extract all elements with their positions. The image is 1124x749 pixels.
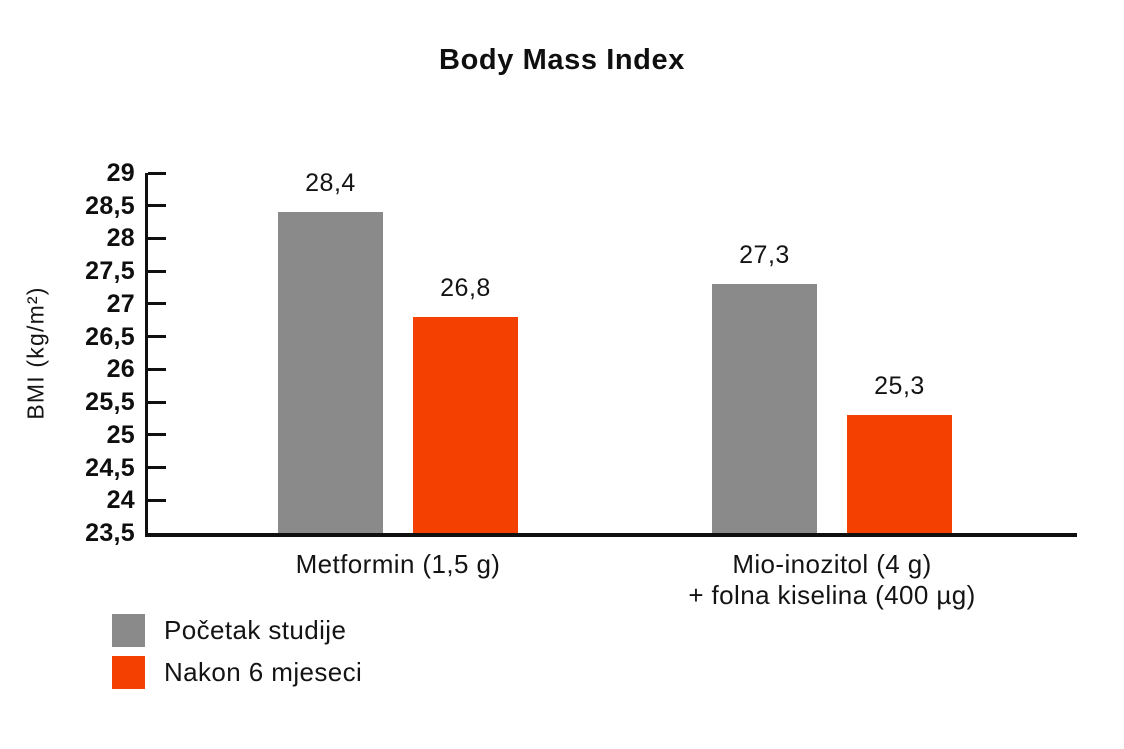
- chart-title: Body Mass Index: [439, 44, 685, 76]
- bar-series2-cat1: [413, 317, 518, 533]
- y-tick-label: 23,5: [85, 519, 135, 547]
- y-tick-mark: [148, 498, 166, 502]
- legend-swatch: [112, 614, 145, 647]
- y-tick-mark: [148, 400, 166, 404]
- category-label-line: Metformin (1,5 g): [295, 549, 501, 579]
- bar-value-label: 28,4: [305, 169, 356, 198]
- legend-label: Nakon 6 mjeseci: [164, 657, 363, 687]
- y-tick-label: 26: [106, 355, 135, 384]
- category-label: Mio-inozitol (4 g) + folna kiselina (400 …: [582, 549, 1082, 611]
- y-tick-label: 24,5: [85, 453, 135, 482]
- y-tick-label: 25: [106, 420, 135, 449]
- legend-label: Početak studije: [164, 615, 347, 645]
- y-tick-mark: [148, 335, 166, 339]
- category-label: Metformin (1,5 g): [148, 549, 648, 580]
- y-tick-mark: [148, 204, 166, 208]
- plot-area: 28,4 27,3 26,8 25,3: [145, 169, 1077, 537]
- y-tick-mark: [148, 466, 166, 470]
- y-tick-mark: [148, 171, 166, 175]
- y-tick-mark: [148, 367, 166, 371]
- legend: Početak studije Nakon 6 mjeseci: [112, 614, 362, 698]
- bar-series1-cat2: [712, 284, 817, 533]
- legend-swatch: [112, 656, 145, 689]
- y-tick-label: 27: [106, 289, 135, 318]
- y-tick-label: 29: [106, 159, 135, 187]
- legend-item: Nakon 6 mjeseci: [112, 656, 362, 689]
- y-tick-mark: [148, 269, 166, 273]
- bar-series2-cat2: [847, 415, 952, 533]
- y-tick-label: 25,5: [85, 388, 135, 417]
- y-tick-label: 27,5: [85, 257, 135, 286]
- bar-series1-cat1: [278, 212, 383, 533]
- category-label-line: Mio-inozitol (4 g): [732, 549, 932, 579]
- y-tick-label: 24: [106, 486, 135, 515]
- legend-item: Početak studije: [112, 614, 362, 647]
- category-label-line: + folna kiselina (400 µg): [688, 580, 976, 610]
- y-tick-mark: [148, 433, 166, 437]
- y-tick-mark: [148, 302, 166, 306]
- bar-value-label: 27,3: [739, 241, 790, 270]
- y-tick-label: 26,5: [85, 322, 135, 351]
- y-tick-label: 28,5: [85, 191, 135, 220]
- y-tick-label: 28: [106, 224, 135, 253]
- bar-value-label: 25,3: [874, 372, 925, 401]
- bar-value-label: 26,8: [440, 274, 491, 302]
- y-tick-mark: [148, 236, 166, 240]
